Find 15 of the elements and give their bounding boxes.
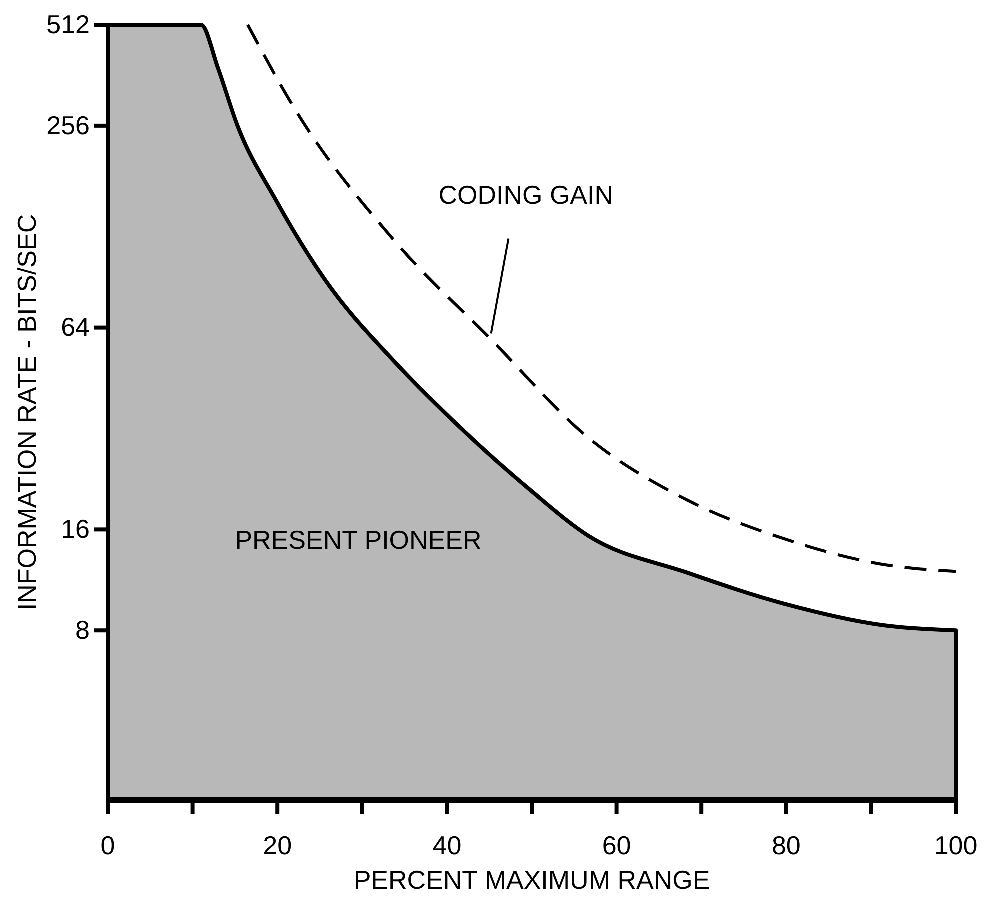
x-tick-label: 80 [772,830,801,860]
x-tick-label: 0 [100,830,116,860]
y-tick-label: 8 [76,614,90,645]
x-tick-label: 100 [934,830,978,860]
y-tick-label: 512 [46,9,90,40]
annotation: PRESENT PIONEER [235,525,482,556]
y-tick-label: 16 [61,514,90,544]
y-axis-title: INFORMATION RATE - BITS/SEC [12,214,42,611]
y-tick-label: 256 [46,110,90,140]
x-tick-label: 20 [263,830,292,860]
x-tick-label: 60 [602,830,632,860]
x-tick-label: 40 [432,830,462,860]
y-tick-label: 64 [61,312,90,342]
x-axis-title: PERCENT MAXIMUM RANGE [354,865,710,895]
annotation: CODING GAIN [438,180,614,210]
